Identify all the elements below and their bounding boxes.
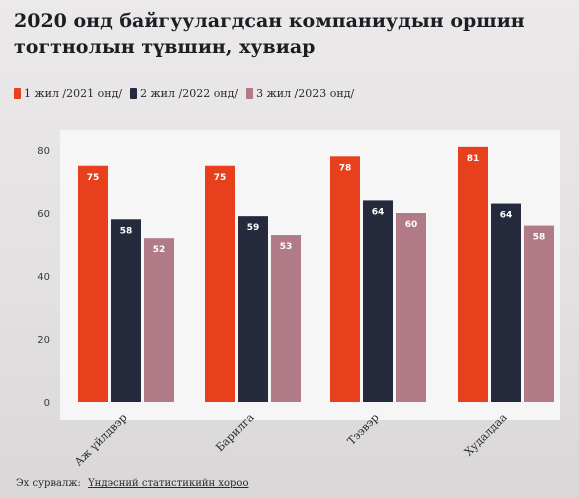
bar <box>205 165 235 402</box>
legend: 1 жил /2021 онд/ 2 жил /2022 онд/ 3 жил … <box>14 84 354 102</box>
chart-title: 2020 онд байгуулагдсан компаниудын оршин… <box>14 10 525 58</box>
legend-item-2: 2 жил /2022 онд/ <box>130 87 238 100</box>
legend-label-1: 1 жил /2021 онд/ <box>24 86 123 100</box>
bar <box>491 203 521 402</box>
y-tick-label: 20 <box>37 335 50 346</box>
bar <box>144 238 174 402</box>
bar-value-label: 52 <box>153 245 166 255</box>
y-tick-label: 60 <box>37 209 50 220</box>
source-label: Эх сурвалж: <box>16 478 81 489</box>
bar-value-label: 81 <box>467 154 480 164</box>
bar <box>111 219 141 402</box>
bar-value-label: 64 <box>500 211 513 221</box>
legend-label-2: 2 жил /2022 онд/ <box>140 86 239 100</box>
bar <box>363 200 393 402</box>
source-name[interactable]: Үндэсний статистикийн хороо <box>88 478 249 489</box>
bar-value-label: 78 <box>339 163 352 173</box>
source-note: Эх сурвалж: Үндэсний статистикийн хороо <box>16 478 248 489</box>
y-tick-label: 80 <box>37 146 50 157</box>
legend-item-3: 3 жил /2023 онд/ <box>246 87 354 100</box>
bar-value-label: 75 <box>87 173 100 183</box>
legend-item-1: 1 жил /2021 онд/ <box>14 87 122 100</box>
bar-value-label: 75 <box>214 173 227 183</box>
bar-value-label: 59 <box>247 223 260 233</box>
bar <box>271 235 301 402</box>
legend-swatch-2 <box>130 87 138 99</box>
bar <box>78 165 108 402</box>
bar-value-label: 53 <box>280 242 293 252</box>
legend-swatch-3 <box>246 87 254 99</box>
bar-value-label: 60 <box>405 220 418 230</box>
bar-value-label: 58 <box>120 226 133 236</box>
bar-value-label: 64 <box>372 207 385 217</box>
bar <box>458 146 488 402</box>
bar <box>330 156 360 402</box>
bar <box>396 213 426 402</box>
bar-value-label: 58 <box>533 233 546 243</box>
bar <box>524 225 554 402</box>
legend-swatch-1 <box>14 87 21 99</box>
legend-label-3: 3 жил /2023 онд/ <box>256 86 355 100</box>
y-tick-label: 40 <box>37 272 50 283</box>
bar <box>238 216 268 402</box>
y-tick-label: 0 <box>44 398 50 409</box>
